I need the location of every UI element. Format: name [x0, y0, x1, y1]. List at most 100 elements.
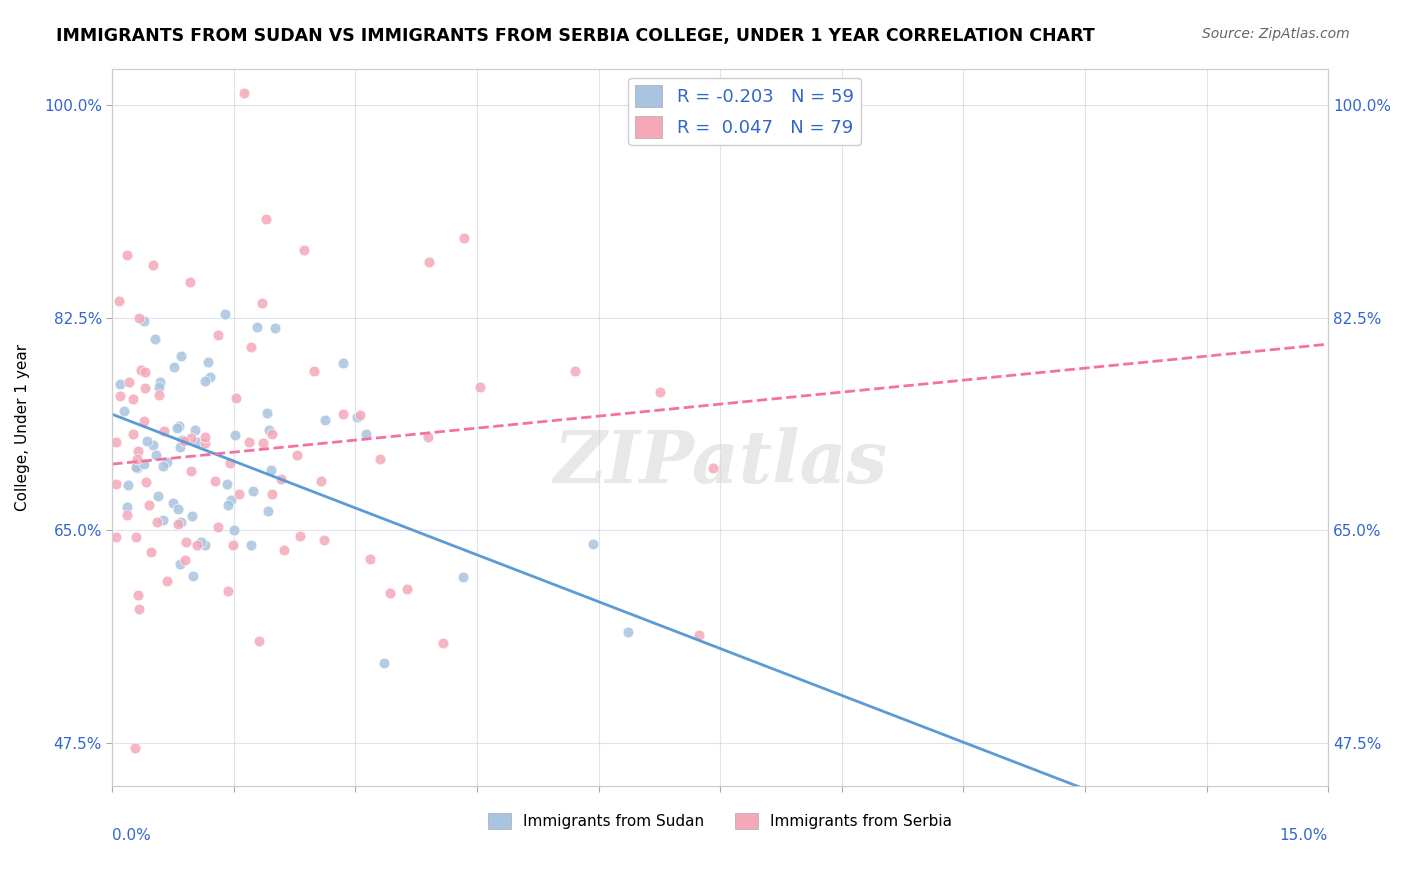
Point — [166, 517, 188, 532]
Point — [143, 332, 166, 346]
Point — [292, 244, 315, 258]
Point — [105, 476, 128, 491]
Point — [108, 293, 131, 308]
Point — [262, 427, 284, 442]
Point — [172, 433, 194, 447]
Point — [346, 410, 368, 425]
Point — [207, 327, 229, 342]
Point — [260, 487, 283, 501]
Point — [134, 381, 156, 395]
Point — [170, 515, 193, 529]
Point — [125, 461, 148, 475]
Point — [162, 496, 184, 510]
Point — [688, 627, 710, 641]
Point — [152, 513, 174, 527]
Point — [105, 530, 128, 544]
Point — [142, 438, 165, 452]
Point — [702, 461, 724, 475]
Point — [359, 552, 381, 566]
Point — [373, 656, 395, 670]
Point — [169, 441, 191, 455]
Point — [273, 542, 295, 557]
Point — [163, 359, 186, 374]
Point — [141, 545, 163, 559]
Point — [132, 457, 155, 471]
Point — [138, 498, 160, 512]
Point — [173, 553, 195, 567]
Point — [135, 475, 157, 489]
Point — [127, 444, 149, 458]
Point — [184, 423, 207, 437]
Point — [142, 258, 165, 272]
Point — [217, 477, 239, 491]
Point — [169, 558, 191, 572]
Point — [257, 504, 280, 518]
Point — [616, 625, 638, 640]
Point — [149, 375, 172, 389]
Point — [121, 392, 143, 406]
Point — [132, 414, 155, 428]
Point — [129, 363, 152, 377]
Point — [170, 349, 193, 363]
Point — [224, 427, 246, 442]
Point — [468, 380, 491, 394]
Text: 0.0%: 0.0% — [112, 828, 150, 843]
Point — [110, 389, 132, 403]
Point — [290, 529, 312, 543]
Point — [112, 403, 135, 417]
Point — [167, 419, 190, 434]
Point — [254, 211, 277, 226]
Point — [214, 307, 236, 321]
Point — [451, 570, 474, 584]
Point — [582, 537, 605, 551]
Point — [418, 255, 440, 269]
Point — [127, 451, 149, 466]
Point — [181, 569, 204, 583]
Point — [132, 314, 155, 328]
Point — [153, 425, 176, 439]
Text: 15.0%: 15.0% — [1279, 828, 1329, 843]
Point — [222, 538, 245, 552]
Point — [252, 296, 274, 310]
Point — [260, 462, 283, 476]
Point — [194, 429, 217, 443]
Point — [148, 387, 170, 401]
Point — [396, 582, 419, 596]
Point — [176, 535, 198, 549]
Point — [228, 487, 250, 501]
Point — [233, 86, 256, 100]
Point — [156, 574, 179, 588]
Legend: Immigrants from Sudan, Immigrants from Serbia: Immigrants from Sudan, Immigrants from S… — [482, 807, 959, 835]
Point — [217, 498, 239, 512]
Point — [173, 434, 195, 449]
Point — [167, 501, 190, 516]
Point — [186, 434, 208, 449]
Point — [145, 448, 167, 462]
Point — [128, 310, 150, 325]
Point — [240, 340, 263, 354]
Point — [148, 380, 170, 394]
Point — [332, 407, 354, 421]
Point — [197, 355, 219, 369]
Point — [146, 515, 169, 529]
Point — [416, 430, 439, 444]
Point — [238, 434, 260, 449]
Y-axis label: College, Under 1 year: College, Under 1 year — [15, 343, 30, 510]
Point — [124, 740, 146, 755]
Point — [240, 538, 263, 552]
Point — [247, 634, 270, 648]
Point — [207, 519, 229, 533]
Point — [136, 434, 159, 448]
Point — [256, 406, 278, 420]
Point — [127, 588, 149, 602]
Point — [125, 530, 148, 544]
Point — [117, 500, 139, 515]
Point — [225, 391, 247, 405]
Point — [257, 423, 280, 437]
Point — [304, 364, 326, 378]
Point — [125, 460, 148, 475]
Point — [219, 493, 242, 508]
Point — [117, 477, 139, 491]
Point — [193, 538, 215, 552]
Point — [194, 374, 217, 388]
